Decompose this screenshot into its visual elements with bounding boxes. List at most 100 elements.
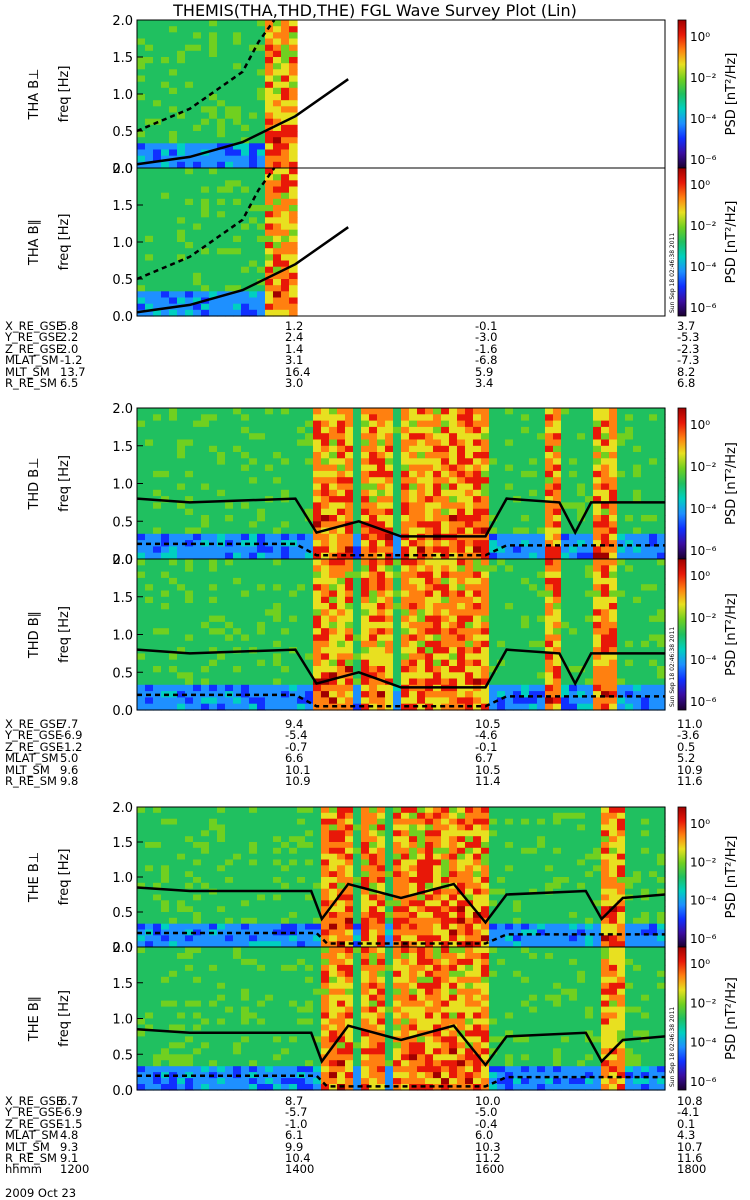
spectrogram-cell — [385, 445, 394, 453]
spectrogram-cell — [305, 496, 314, 503]
spectrogram-cell — [617, 489, 626, 497]
spectrogram-cell — [137, 223, 146, 231]
spectrogram-cell — [545, 502, 554, 510]
spectrogram-cell — [569, 596, 578, 604]
spectrogram-cell — [601, 565, 610, 573]
spectrogram-cell — [137, 180, 146, 188]
spectrogram-cell — [513, 483, 522, 491]
spectrogram-cell — [241, 309, 250, 317]
spectrogram-cell — [305, 433, 314, 441]
spectrogram-cell — [553, 659, 562, 667]
spectrogram-cell — [257, 577, 266, 585]
spectrogram-cell — [281, 847, 290, 855]
spectrogram-cell — [153, 217, 162, 225]
spectrogram-cell — [273, 192, 282, 200]
spectrogram-cell — [209, 584, 218, 592]
spectrogram-cell — [169, 659, 178, 667]
spectrogram-cell — [193, 830, 202, 837]
spectrogram-cell — [161, 445, 170, 453]
spectrogram-cell — [409, 640, 418, 648]
spectrogram-cell — [433, 502, 442, 510]
spectrogram-cell — [489, 540, 498, 547]
spectrogram-cell — [393, 502, 402, 510]
spectrogram-cell — [649, 584, 658, 592]
spectrogram-cell — [193, 634, 202, 642]
spectrogram-cell — [561, 596, 570, 604]
spectrogram-cell — [305, 672, 314, 680]
spectrogram-cell — [201, 32, 210, 40]
spectrogram-cell — [609, 521, 618, 529]
spectrogram-cell — [553, 584, 562, 592]
spectrogram-cell — [617, 577, 626, 585]
spectrogram-cell — [177, 452, 186, 459]
spectrogram-cell — [433, 546, 442, 554]
spectrogram-cell — [241, 94, 250, 101]
spectrogram-cell — [201, 634, 210, 642]
spectrogram-cell — [441, 647, 450, 654]
spectrogram-cell — [249, 877, 258, 884]
spectrogram-cell — [241, 666, 250, 673]
spectrogram-cell — [169, 678, 178, 686]
spectrogram-cell — [209, 285, 218, 292]
spectrogram-cell — [169, 69, 178, 77]
spectrogram-cell — [169, 906, 178, 913]
spectrogram-cell — [289, 303, 298, 311]
spectrogram-cell — [177, 137, 186, 144]
spectrogram-cell — [177, 408, 186, 415]
spectrogram-cell — [241, 521, 250, 529]
spectrogram-cell — [281, 565, 290, 573]
spectrogram-cell — [505, 439, 514, 447]
spectrogram-cell — [185, 824, 194, 831]
spectrogram-cell — [241, 527, 250, 535]
spectrogram-cell — [297, 842, 306, 849]
plot-frame — [136, 167, 666, 317]
spectrogram-cell — [185, 584, 194, 592]
spectrogram-cell — [481, 452, 490, 459]
spectrogram-cell — [201, 20, 210, 27]
spectrogram-cell — [449, 678, 458, 686]
spectrogram-cell — [137, 198, 146, 206]
spectrogram-cell — [433, 552, 442, 560]
spectrogram-cell — [345, 559, 354, 566]
spectrogram-cell — [489, 634, 498, 642]
spectrogram-cell — [321, 853, 330, 861]
spectrogram-cell — [185, 100, 194, 107]
spectrogram-cell — [297, 941, 306, 948]
spectrogram-cell — [169, 205, 178, 212]
spectrogram-cell — [153, 672, 162, 680]
spectrogram-cell — [513, 445, 522, 453]
spectrogram-cell — [169, 621, 178, 629]
spectrogram-cell — [337, 603, 346, 610]
spectrogram-cell — [625, 483, 634, 491]
spectrogram-cell — [257, 192, 266, 200]
spectrogram-cell — [289, 640, 298, 648]
spectrogram-cell — [193, 882, 202, 890]
spectrogram-cell — [177, 678, 186, 686]
spectrogram-cell — [457, 609, 466, 617]
spectrogram-cell — [433, 445, 442, 453]
spectrogram-cell — [289, 546, 298, 554]
spectrogram-cell — [337, 634, 346, 642]
spectrogram-cell — [353, 871, 362, 878]
spectrogram-cell — [201, 137, 210, 144]
y-tick-label: 1.0 — [112, 88, 133, 103]
spectrogram-cell — [185, 812, 194, 820]
spectrogram-cell — [449, 426, 458, 434]
spectrogram-cell — [569, 615, 578, 623]
spectrogram-cell — [369, 877, 378, 884]
spectrogram-cell — [145, 100, 154, 107]
spectrogram-cell — [217, 303, 226, 311]
spectrogram-cell — [353, 596, 362, 604]
spectrogram-cell — [257, 161, 266, 169]
spectrogram-cell — [449, 470, 458, 478]
spectrogram-cell — [233, 634, 242, 642]
spectrogram-cell — [265, 69, 274, 77]
spectrogram-cell — [161, 260, 170, 268]
spectrogram-cell — [161, 174, 170, 181]
spectrogram-cell — [505, 515, 514, 522]
spectrogram-cell — [281, 483, 290, 491]
spectrogram-cell — [161, 248, 170, 255]
spectrogram-cell — [169, 149, 178, 157]
spectrogram-cell — [177, 248, 186, 255]
spectrogram-cell — [617, 672, 626, 680]
